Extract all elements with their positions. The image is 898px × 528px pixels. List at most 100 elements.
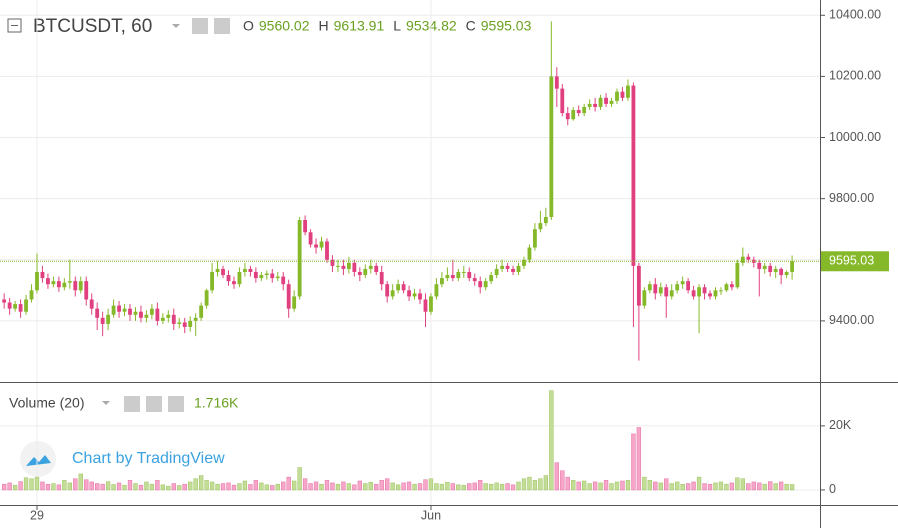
candle-body [423, 299, 428, 312]
volume-bar [532, 480, 538, 491]
volume-bar [642, 476, 647, 491]
settings-icon[interactable] [214, 18, 230, 34]
volume-bar [582, 480, 587, 491]
volume-bar [122, 484, 127, 491]
volume-bar [713, 482, 718, 491]
volume-bar [735, 477, 740, 491]
volume-bar [198, 475, 204, 491]
candle-body [549, 76, 554, 217]
volume-bar [620, 480, 625, 491]
candle-body [122, 308, 127, 312]
watermark-text: Chart by TradingView [72, 450, 225, 467]
volume-bar [302, 478, 308, 491]
candle-body [708, 293, 712, 297]
candle-body [511, 268, 515, 272]
volume-menu[interactable] [102, 401, 110, 405]
volume-bar [516, 481, 521, 491]
volume-remove-icon[interactable] [168, 396, 184, 412]
volume-bar [488, 483, 494, 491]
candle-body [571, 110, 576, 120]
candle-body [155, 308, 160, 321]
volume-bar [56, 484, 62, 491]
y-tick-label: 9800.00 [829, 191, 874, 205]
candle-body [669, 290, 674, 297]
volume-bar [718, 481, 724, 491]
candle-body [314, 244, 318, 248]
candle-body [346, 262, 351, 269]
candle-body [609, 100, 614, 104]
candle-body [232, 281, 236, 285]
volume-bar [100, 483, 105, 491]
volume-eye-icon[interactable] [124, 396, 140, 412]
collapse-icon[interactable] [7, 18, 22, 33]
volume-bar [95, 483, 100, 491]
volume-bar [220, 483, 226, 491]
candle-body [686, 281, 691, 291]
volume-bar [603, 480, 609, 491]
volume-bar [499, 483, 505, 491]
candle-body [177, 322, 182, 324]
candle-body [653, 284, 658, 294]
volume-bar [467, 483, 472, 491]
volume-bar [335, 483, 341, 491]
volume-bar [631, 433, 636, 491]
candle-body [286, 284, 291, 309]
candle-body [363, 268, 368, 276]
volume-bar [658, 482, 663, 491]
volume-bar [182, 483, 187, 491]
volume-bar [768, 481, 773, 491]
volume-settings-icon[interactable] [146, 396, 162, 412]
candle-body [434, 284, 439, 297]
candle-body [691, 290, 696, 297]
volume-bar [73, 478, 78, 491]
candle-body [450, 275, 455, 279]
candle-body [128, 308, 132, 315]
y-tick-label: 10200.00 [829, 69, 881, 83]
y-tick-label: 10000.00 [829, 130, 881, 144]
symbol-menu[interactable] [172, 24, 180, 28]
volume-bar [417, 483, 423, 491]
candle-body [396, 284, 401, 291]
candle-body [390, 290, 395, 297]
candle-body [336, 265, 340, 267]
candle-body [281, 276, 286, 285]
volume-bar [177, 485, 182, 491]
candle-body [46, 278, 50, 285]
volume-bar [406, 481, 412, 491]
volume-bar [1, 483, 7, 491]
candle-body [565, 113, 570, 120]
candle-body [543, 216, 548, 224]
volume-title: Volume (20) [9, 395, 84, 411]
volume-bar [450, 483, 456, 491]
y-tick-label: 10400.00 [829, 8, 881, 22]
candle-body [29, 290, 34, 300]
ohlc-value: 9595.03 [481, 18, 532, 34]
volume-bar [412, 483, 417, 491]
volume-bar [34, 476, 40, 491]
candle-body [188, 320, 193, 327]
watermark-logo [26, 455, 51, 466]
volume-bar [510, 484, 516, 491]
candle-body [598, 97, 603, 107]
candle-body [636, 265, 641, 306]
volume-bar [609, 483, 614, 491]
volume-bar [166, 485, 171, 491]
candle-body [697, 287, 701, 297]
candle-body [319, 241, 324, 248]
volume-bar [237, 483, 242, 491]
candle-body [264, 273, 269, 276]
candle-body [768, 265, 773, 272]
volume-bar [625, 480, 631, 491]
volume-bar [598, 482, 603, 491]
candle-body [171, 314, 176, 324]
candle-body [215, 268, 220, 272]
eye-icon[interactable] [192, 18, 208, 34]
y-tick-label: 20K [829, 418, 852, 432]
candle-body [275, 276, 280, 279]
candle-body [308, 232, 313, 245]
volume-bar [773, 483, 778, 491]
candle-body [368, 265, 373, 269]
volume-bar [538, 478, 543, 491]
